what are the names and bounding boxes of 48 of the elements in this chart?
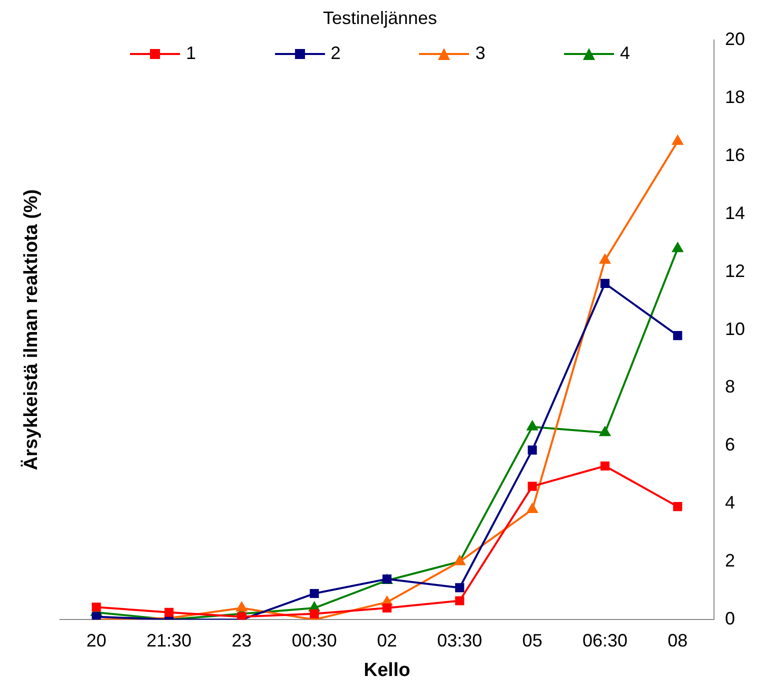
point bbox=[528, 482, 537, 491]
x-tick-label: 00:30 bbox=[292, 630, 337, 650]
y-tick-label: 6 bbox=[724, 434, 735, 455]
point bbox=[455, 583, 464, 592]
point bbox=[455, 596, 464, 606]
legend-label: 2 bbox=[330, 43, 341, 64]
point bbox=[310, 609, 319, 618]
y-tick-label: 2 bbox=[724, 550, 735, 571]
y-tick-label: 8 bbox=[724, 376, 735, 397]
y-tick-label: 18 bbox=[724, 86, 746, 107]
point bbox=[528, 446, 537, 455]
x-tick-label: 06:30 bbox=[582, 630, 628, 650]
point bbox=[600, 278, 610, 288]
point bbox=[382, 603, 392, 613]
x-tick-label: 21:30 bbox=[146, 630, 192, 650]
point bbox=[164, 608, 174, 617]
y-tick-label: 4 bbox=[724, 492, 735, 513]
legend-label: 3 bbox=[475, 43, 486, 64]
x-tick-label: 23 bbox=[232, 630, 252, 650]
x-tick-label: 03:30 bbox=[437, 630, 482, 650]
point bbox=[92, 602, 101, 612]
point bbox=[600, 426, 610, 436]
point bbox=[673, 502, 682, 512]
legend-title: Testineljännes bbox=[322, 8, 438, 29]
y-tick-label: 14 bbox=[724, 202, 746, 223]
point bbox=[236, 602, 247, 612]
y-axis-title: Ärsykkeistä ilman reaktiota (%) bbox=[20, 189, 42, 470]
y-tick-label: 12 bbox=[724, 260, 746, 281]
point bbox=[672, 135, 683, 145]
x-tick-label: 02 bbox=[376, 630, 398, 650]
point bbox=[673, 331, 682, 340]
y-tick-label: 20 bbox=[724, 28, 746, 49]
y-tick-label: 0 bbox=[724, 608, 735, 629]
point bbox=[672, 242, 683, 252]
x-tick-label: 20 bbox=[86, 630, 106, 650]
point bbox=[310, 588, 319, 598]
point bbox=[526, 420, 538, 430]
legend-label: 1 bbox=[186, 43, 196, 64]
point bbox=[237, 612, 246, 620]
x-tick-label: 05 bbox=[522, 630, 542, 650]
legend-label: 4 bbox=[620, 43, 630, 64]
y-tick-label: 16 bbox=[724, 144, 746, 165]
x-tick-label: 08 bbox=[668, 630, 688, 650]
y-tick-label: 10 bbox=[724, 318, 746, 339]
point bbox=[526, 503, 538, 513]
x-axis-title: Kello bbox=[364, 660, 410, 681]
point bbox=[600, 461, 610, 471]
point bbox=[600, 254, 610, 264]
